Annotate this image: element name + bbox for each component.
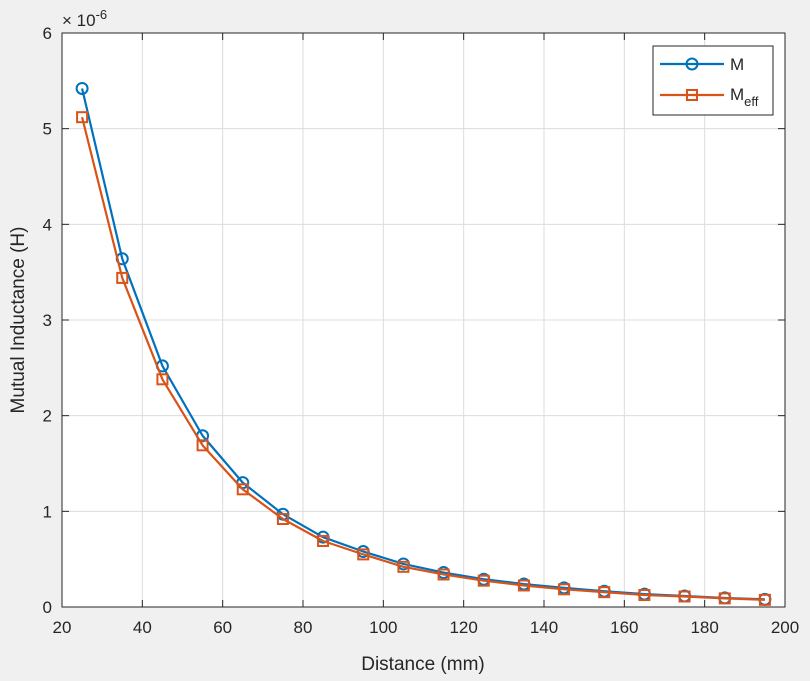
y-tick-labels: 0 1 2 3 4 5 6 <box>43 24 52 617</box>
data-point <box>678 590 691 603</box>
data-point <box>718 592 731 605</box>
y-exponent-label: × 10-6 <box>62 7 107 30</box>
y-exponent-power: -6 <box>96 7 108 22</box>
data-point <box>317 534 330 547</box>
x-tick-label: 120 <box>449 618 477 637</box>
x-tick-label: 100 <box>369 618 397 637</box>
data-point <box>196 439 209 452</box>
data-point <box>156 373 169 386</box>
data-point <box>75 81 89 95</box>
y-tick-label: 4 <box>43 215 52 234</box>
data-point <box>558 583 571 596</box>
y-tick-label: 6 <box>43 24 52 43</box>
data-point <box>437 568 450 581</box>
data-point <box>276 512 289 525</box>
series-layer <box>75 81 772 606</box>
x-axis-label: Distance (mm) <box>361 654 485 675</box>
data-point <box>397 560 410 573</box>
data-point <box>357 548 370 561</box>
tick-marks <box>61 32 786 608</box>
legend-marker-m <box>685 57 699 71</box>
x-tick-label: 60 <box>213 618 232 637</box>
y-tick-label: 2 <box>43 407 52 426</box>
y-tick-label: 1 <box>43 502 52 521</box>
data-point <box>638 589 651 602</box>
legend-label-m: M <box>730 55 744 74</box>
data-point <box>477 574 490 587</box>
x-tick-label: 40 <box>133 618 152 637</box>
data-point <box>598 586 611 599</box>
x-tick-label: 160 <box>610 618 638 637</box>
series-line <box>81 116 765 601</box>
data-point <box>517 579 530 592</box>
data-point <box>236 483 249 496</box>
legend-label-meff-main: M <box>730 85 744 104</box>
y-tick-label: 5 <box>43 120 52 139</box>
x-tick-labels: 20 40 60 80 100 120 140 160 180 200 <box>53 618 800 637</box>
legend: M Meff <box>652 45 774 116</box>
x-tick-label: 140 <box>530 618 558 637</box>
legend-label-meff: Meff <box>730 85 759 109</box>
y-tick-label: 3 <box>43 311 52 330</box>
legend-box <box>652 45 774 116</box>
legend-label-meff-sub: eff <box>744 94 759 109</box>
data-point <box>116 271 129 284</box>
series-meff <box>76 111 771 606</box>
y-exponent-base: × 10 <box>62 11 96 30</box>
y-tick-label: 0 <box>43 598 52 617</box>
x-tick-label: 20 <box>53 618 72 637</box>
data-point <box>76 111 89 124</box>
x-tick-label: 80 <box>294 618 313 637</box>
y-axis-label: Mutual Inductance (H) <box>8 227 29 414</box>
data-point <box>758 593 771 606</box>
legend-marker-meff <box>686 89 698 101</box>
x-tick-label: 200 <box>771 618 799 637</box>
x-tick-label: 180 <box>690 618 718 637</box>
